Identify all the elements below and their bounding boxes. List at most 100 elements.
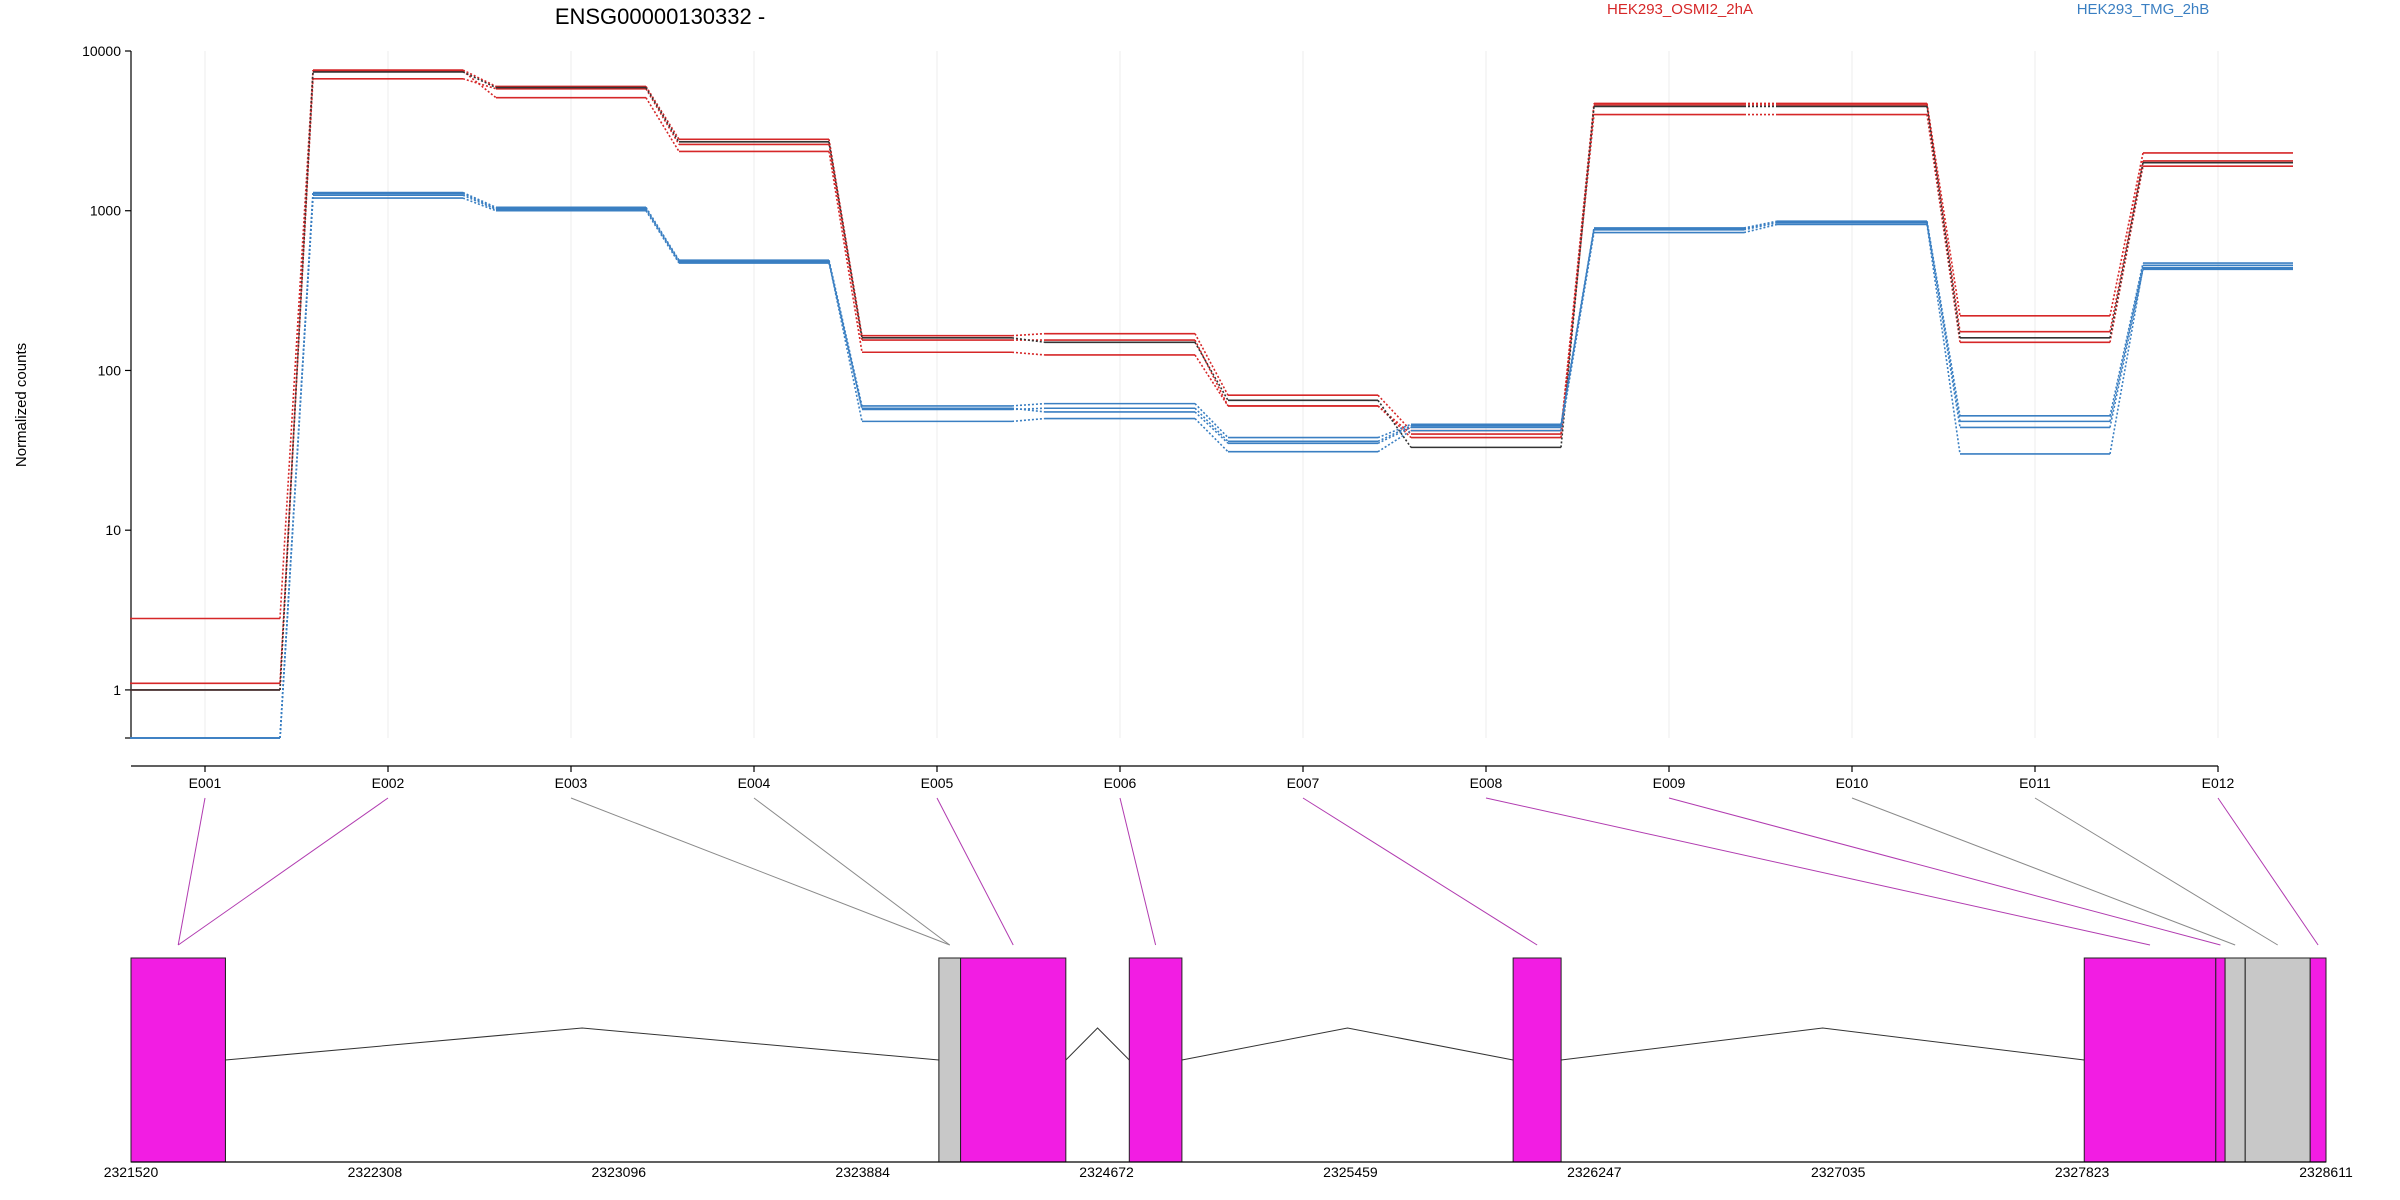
connector-segment bbox=[2109, 262, 2144, 416]
connector-E009 bbox=[1668, 797, 2221, 946]
connector-E005 bbox=[936, 797, 1014, 946]
connector-segment bbox=[1011, 407, 1046, 411]
connector-segment bbox=[1377, 394, 1412, 432]
connector-E011 bbox=[2034, 797, 2278, 946]
exon-block-E010 bbox=[2224, 957, 2246, 1163]
x-tick-label-E009: E009 bbox=[1653, 775, 1686, 791]
intron-arc bbox=[225, 1027, 939, 1061]
genomic-tick-label: 2324672 bbox=[1079, 1164, 1134, 1180]
x-tick-label-E011: E011 bbox=[2019, 775, 2051, 791]
y-tick-label: 1000 bbox=[90, 203, 121, 219]
genomic-tick-label: 2323884 bbox=[835, 1164, 890, 1180]
connector-segment bbox=[1926, 224, 1961, 455]
connector-segment bbox=[462, 197, 497, 212]
connector-segment bbox=[1743, 220, 1778, 229]
y-tick-label: 1 bbox=[113, 682, 121, 698]
connector-segment bbox=[462, 194, 497, 211]
connector-segment bbox=[1194, 407, 1229, 442]
connector-segment bbox=[1194, 403, 1229, 439]
connector-segment bbox=[1377, 429, 1412, 453]
connector-E012 bbox=[2217, 797, 2319, 946]
connector-segment bbox=[1377, 423, 1412, 439]
exon-connectors bbox=[177, 797, 2319, 946]
series-3 bbox=[130, 70, 2293, 691]
x-tick-label-E001: E001 bbox=[189, 775, 222, 791]
connector-E002 bbox=[177, 797, 389, 946]
intron-arc bbox=[1065, 1027, 1130, 1061]
connector-segment bbox=[1194, 417, 1229, 453]
connector-E007 bbox=[1302, 797, 1538, 946]
connector-segment bbox=[645, 88, 680, 145]
connector-segment bbox=[828, 260, 863, 410]
x-tick-label-E004: E004 bbox=[738, 775, 771, 791]
connector-segment bbox=[1011, 332, 1046, 337]
connector-segment bbox=[1560, 103, 1595, 431]
connector-segment bbox=[1194, 333, 1229, 396]
connector-segment bbox=[1377, 405, 1412, 439]
connector-segment bbox=[462, 70, 497, 99]
y-tick-label: 10000 bbox=[82, 43, 121, 59]
connector-segment bbox=[1926, 106, 1961, 338]
exon-block-E012 bbox=[2309, 957, 2327, 1163]
x-tick-label-E003: E003 bbox=[555, 775, 588, 791]
connector-E004 bbox=[753, 797, 951, 946]
connector-segment bbox=[1377, 399, 1412, 448]
connector-segment bbox=[2109, 162, 2144, 339]
connector-segment bbox=[1011, 337, 1046, 344]
genomic-tick-label: 2327823 bbox=[2055, 1164, 2110, 1180]
legend-entry-2: HEK293_TMG_2hB bbox=[2077, 1, 2210, 18]
connector-segment bbox=[279, 69, 314, 619]
exon-block-E011 bbox=[2244, 957, 2311, 1163]
connector-segment bbox=[828, 151, 863, 353]
grid bbox=[204, 51, 2219, 738]
y-tick-label: 100 bbox=[98, 362, 122, 378]
genomic-tick-label: 2328611 bbox=[2299, 1164, 2353, 1180]
y-axis: 1 10 100 1000 10000 bbox=[82, 43, 132, 739]
connector-E010 bbox=[1851, 797, 2236, 946]
connector-segment bbox=[279, 78, 314, 684]
connector-segment bbox=[1743, 221, 1778, 230]
x-tick-label-E006: E006 bbox=[1104, 775, 1137, 791]
y-tick-label: 10 bbox=[105, 522, 121, 538]
connector-segment bbox=[1011, 351, 1046, 356]
intron-arc bbox=[1561, 1027, 2085, 1061]
y-axis-label: Normalized counts bbox=[13, 343, 30, 467]
chart-title: ENSG00000130332 - bbox=[555, 4, 765, 29]
connector-segment bbox=[2109, 160, 2144, 332]
genomic-axis: 2321520 2322308 2323096 2323884 2324672 23254… bbox=[104, 1161, 2353, 1180]
exon-block-E004 bbox=[938, 957, 962, 1163]
series-lines bbox=[130, 69, 2293, 739]
exon-block-E006 bbox=[1128, 957, 1183, 1163]
connector-segment bbox=[1194, 411, 1229, 444]
connector-segment bbox=[2109, 269, 2144, 428]
connector-segment bbox=[1011, 417, 1046, 423]
connector-segment bbox=[1560, 228, 1595, 426]
connector-E008 bbox=[1485, 797, 2151, 946]
connector-segment bbox=[2109, 267, 2144, 455]
connector-segment bbox=[1926, 222, 1961, 428]
series-1 bbox=[130, 69, 2293, 620]
legend: HEK293_OSMI2_2hA HEK293_TMG_2hB bbox=[1607, 1, 2209, 18]
connector-segment bbox=[828, 144, 863, 341]
series-2 bbox=[130, 77, 2293, 685]
connector-segment bbox=[1743, 223, 1778, 234]
series-6 bbox=[130, 197, 2293, 739]
connector-E001 bbox=[177, 797, 206, 946]
connector-E003 bbox=[570, 797, 950, 946]
connector-segment bbox=[1926, 221, 1961, 422]
connector-segment bbox=[828, 141, 863, 338]
x-tick-label-E012: E012 bbox=[2202, 775, 2235, 791]
connector-segment bbox=[2109, 265, 2144, 422]
x-axis: E001 E002 E003 E004 E005 E006 E007 E008 E009 E010… bbox=[131, 765, 2235, 791]
exon-block-E005 bbox=[960, 957, 1067, 1163]
connector-segment bbox=[828, 261, 863, 422]
connector-segment bbox=[1743, 222, 1778, 231]
connector-segment bbox=[645, 87, 680, 143]
connector-E006 bbox=[1119, 797, 1157, 946]
genomic-tick-label: 2327035 bbox=[1811, 1164, 1866, 1180]
exon-block-E007 bbox=[1512, 957, 1562, 1163]
x-tick-label-E008: E008 bbox=[1470, 775, 1503, 791]
connector-segment bbox=[1194, 341, 1229, 401]
connector-segment bbox=[1194, 354, 1229, 407]
genomic-tick-label: 2325459 bbox=[1323, 1164, 1378, 1180]
